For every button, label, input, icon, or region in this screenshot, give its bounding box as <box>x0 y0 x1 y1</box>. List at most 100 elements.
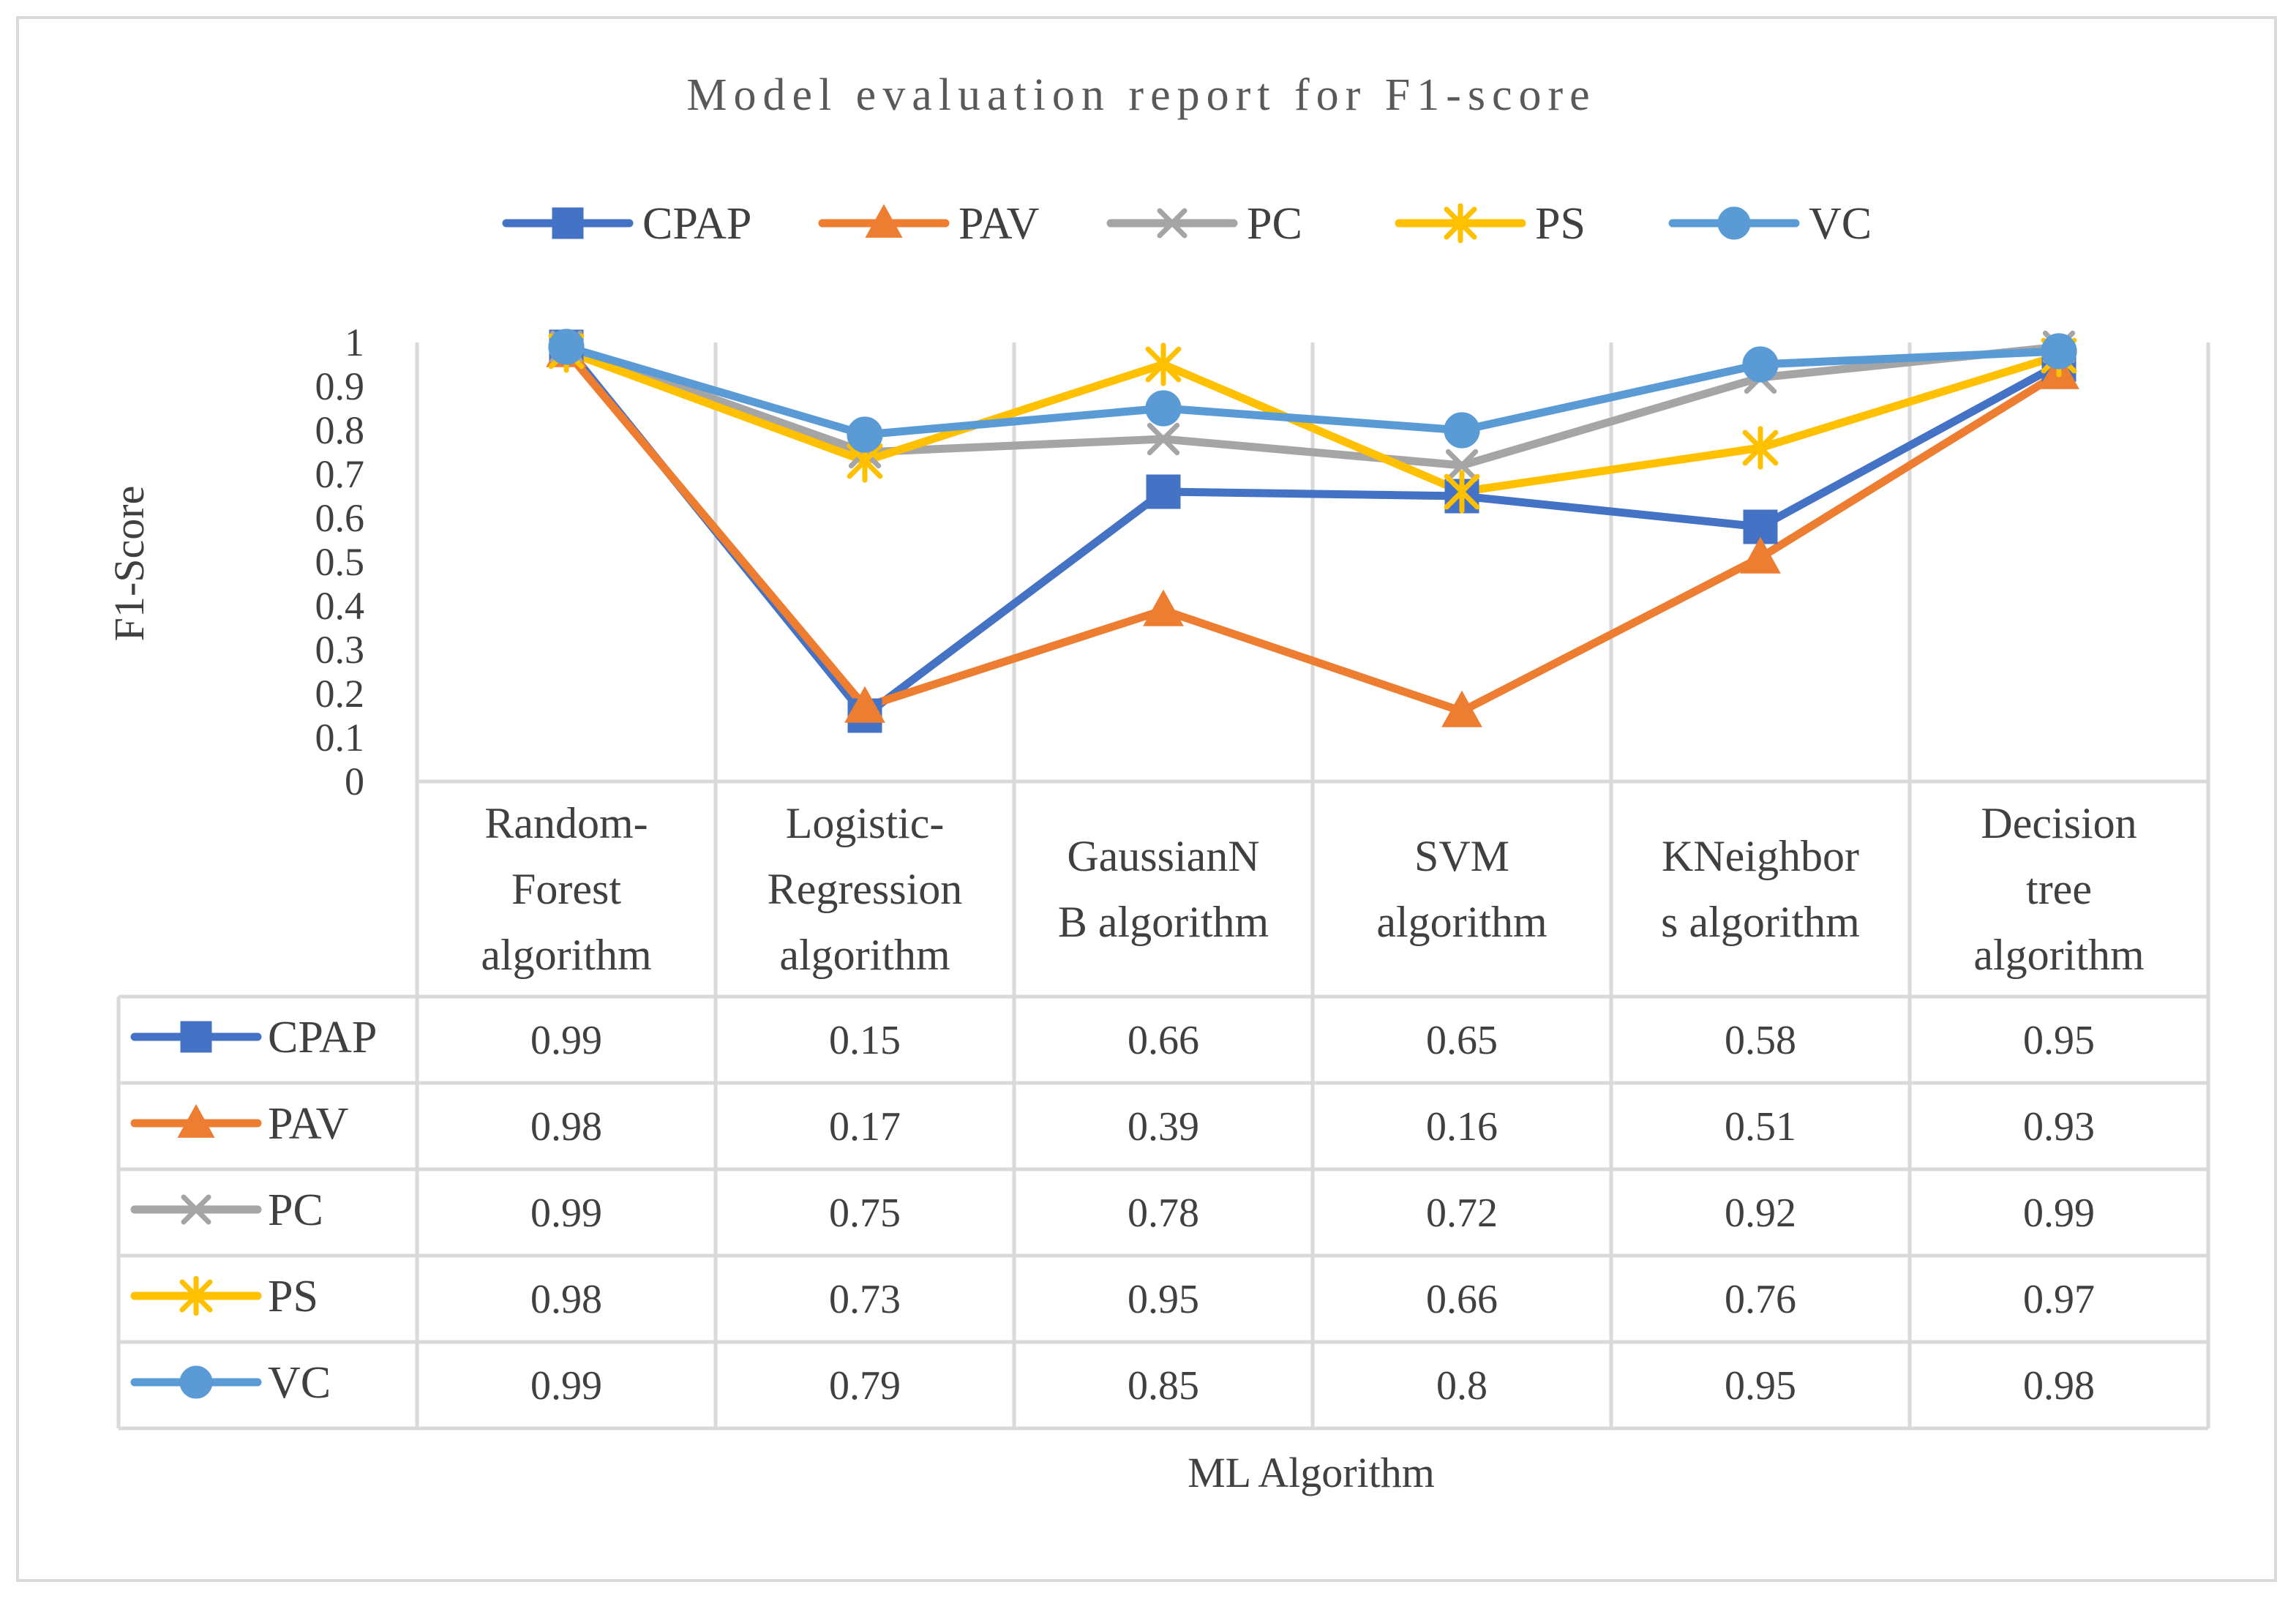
y-tick-label: 1 <box>345 320 364 364</box>
table-cell-value: 0.79 <box>829 1363 901 1409</box>
table-legend-marker <box>179 1275 213 1316</box>
table-cell-value: 0.95 <box>2023 1018 2095 1063</box>
table-legend-marker <box>179 1365 213 1399</box>
y-axis-title: F1-Score <box>105 486 153 642</box>
table-cell-value: 0.51 <box>1725 1104 1796 1150</box>
legend-marker-pc <box>1157 208 1188 239</box>
data-point-pav <box>1143 589 1184 626</box>
table-cell-value: 0.99 <box>530 1363 602 1409</box>
series-lines <box>562 342 2063 720</box>
series-line-pav <box>562 347 2063 716</box>
table-cell-value: 0.98 <box>530 1104 602 1150</box>
table-cell-value: 0.97 <box>2023 1277 2095 1322</box>
x-axis-title: ML Algorithm <box>1188 1449 1435 1496</box>
data-point-vc <box>1145 390 1182 427</box>
table-cell-value: 0.92 <box>1725 1191 1796 1236</box>
table-series-name: PAV <box>268 1099 349 1149</box>
table-legend-marker <box>181 1194 211 1225</box>
data-point-cpap <box>1146 474 1181 509</box>
legend-label-cpap: CPAP <box>642 199 751 249</box>
series-line-vc <box>562 342 2063 439</box>
y-tick-label: 0.9 <box>315 364 365 408</box>
series-line-pc <box>562 342 2063 470</box>
grid <box>116 342 2210 1431</box>
category-label: SVM algorithm <box>1376 832 1547 946</box>
table-cell-value: 0.95 <box>1128 1277 1199 1322</box>
y-tick-label: 0.4 <box>315 584 365 628</box>
table-cell-value: 0.73 <box>829 1277 901 1322</box>
table-series-name: CPAP <box>268 1013 377 1062</box>
table-cell-value: 0.99 <box>530 1191 602 1236</box>
table-series-name: VC <box>268 1358 331 1408</box>
table-cell-value: 0.8 <box>1436 1363 1487 1409</box>
legend-label-ps: PS <box>1535 199 1586 249</box>
table-cell-value: 0.65 <box>1426 1018 1498 1063</box>
y-tick-label: 0.5 <box>315 540 365 584</box>
category-label: GaussianN B algorithm <box>1058 832 1269 946</box>
legend-label-vc: VC <box>1809 199 1872 249</box>
table-row-pc: PC 0.99 0.75 0.78 0.72 0.92 0.99 <box>130 1185 2095 1236</box>
y-axis-ticks: 00.10.20.30.40.50.60.70.80.91 <box>315 320 365 803</box>
y-tick-label: 0.8 <box>315 408 365 452</box>
legend-label-pc: PC <box>1247 199 1302 249</box>
table-row-ps: PS 0.98 0.73 0.95 0.66 0.76 0.97 <box>130 1272 2095 1322</box>
data-point-ps <box>1742 426 1779 470</box>
table-cell-value: 0.98 <box>2023 1363 2095 1409</box>
data-point-ps <box>1145 342 1182 386</box>
category-label: Random-Forest algorithm <box>481 799 651 979</box>
legend-label-pav: PAV <box>958 199 1040 249</box>
chart-frame <box>16 16 2277 1582</box>
legend-marker-ps <box>1444 203 1477 244</box>
data-point-vc <box>1742 346 1779 383</box>
data-point-pav <box>844 686 885 723</box>
data-point-pav <box>1740 536 1781 574</box>
legend-marker-pav <box>865 203 903 238</box>
table-cell-value: 0.75 <box>829 1191 901 1236</box>
legend-marker-vc <box>1717 206 1751 240</box>
table-cell-value: 0.85 <box>1128 1363 1199 1409</box>
x-axis-categories: Random-Forest algorithm Logistic-Regressio… <box>481 799 2144 979</box>
table-cell-value: 0.95 <box>1725 1363 1796 1409</box>
chart-title: Model evaluation report for F1-score <box>686 70 1596 120</box>
data-point-vc <box>847 416 883 453</box>
table-cell-value: 0.99 <box>2023 1191 2095 1236</box>
table-cell-value: 0.17 <box>829 1104 901 1150</box>
series-line-cpap <box>562 342 2063 720</box>
category-label: KNeighbor s algorithm <box>1661 832 1860 946</box>
table-cell-value: 0.76 <box>1725 1277 1796 1322</box>
table-row-vc: VC 0.99 0.79 0.85 0.8 0.95 0.98 <box>130 1358 2095 1409</box>
y-tick-label: 0.1 <box>315 716 365 760</box>
legend-marker-cpap <box>552 207 584 239</box>
table-series-name: PC <box>268 1185 323 1235</box>
y-tick-label: 0.7 <box>315 452 365 496</box>
table-row-pav: PAV 0.98 0.17 0.39 0.16 0.51 0.93 <box>130 1099 2095 1150</box>
table-cell-value: 0.78 <box>1128 1191 1199 1236</box>
table-cell-value: 0.66 <box>1426 1277 1498 1322</box>
series-line-ps <box>562 347 2063 496</box>
y-tick-label: 0 <box>345 760 364 803</box>
data-point-pav <box>1441 690 1482 727</box>
data-table: CPAP 0.99 0.15 0.66 0.65 0.58 0.95 PAV 0.98 0.17 0… <box>130 1013 2095 1409</box>
table-cell-value: 0.99 <box>530 1018 602 1063</box>
category-label: Logistic-Regression algorithm <box>768 799 963 979</box>
table-series-name: PS <box>268 1272 318 1321</box>
table-cell-value: 0.98 <box>530 1277 602 1322</box>
series-markers <box>546 329 2079 733</box>
table-cell-value: 0.58 <box>1725 1018 1796 1063</box>
table-cell-value: 0.15 <box>829 1018 901 1063</box>
table-cell-value: 0.72 <box>1426 1191 1498 1236</box>
table-cell-value: 0.66 <box>1128 1018 1199 1063</box>
data-point-pc <box>1445 449 1479 482</box>
table-legend-marker <box>180 1021 212 1053</box>
y-tick-label: 0.3 <box>315 628 365 672</box>
data-point-vc <box>1444 412 1480 449</box>
legend: CPAP PAV PC PS VC <box>502 199 1872 249</box>
table-cell-value: 0.16 <box>1426 1104 1498 1150</box>
category-label: Decision tree algorithm <box>1973 799 2144 979</box>
data-point-ps <box>1444 470 1480 514</box>
data-point-pc <box>1147 422 1180 456</box>
table-cell-value: 0.39 <box>1128 1104 1199 1150</box>
data-point-vc <box>2041 333 2077 370</box>
table-row-cpap: CPAP 0.99 0.15 0.66 0.65 0.58 0.95 <box>130 1013 2095 1063</box>
